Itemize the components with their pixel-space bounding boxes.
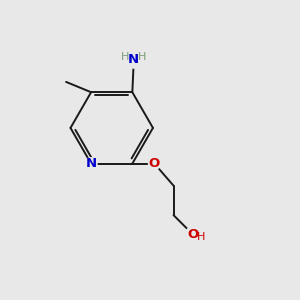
Text: N: N — [85, 157, 97, 170]
Circle shape — [148, 158, 160, 170]
Circle shape — [126, 52, 142, 68]
Text: O: O — [149, 157, 160, 170]
Circle shape — [85, 158, 97, 170]
Text: N: N — [128, 53, 140, 66]
Text: O: O — [187, 228, 198, 241]
Text: H: H — [197, 232, 205, 242]
Text: H: H — [122, 52, 130, 62]
Text: H: H — [138, 52, 146, 62]
Circle shape — [185, 227, 200, 242]
